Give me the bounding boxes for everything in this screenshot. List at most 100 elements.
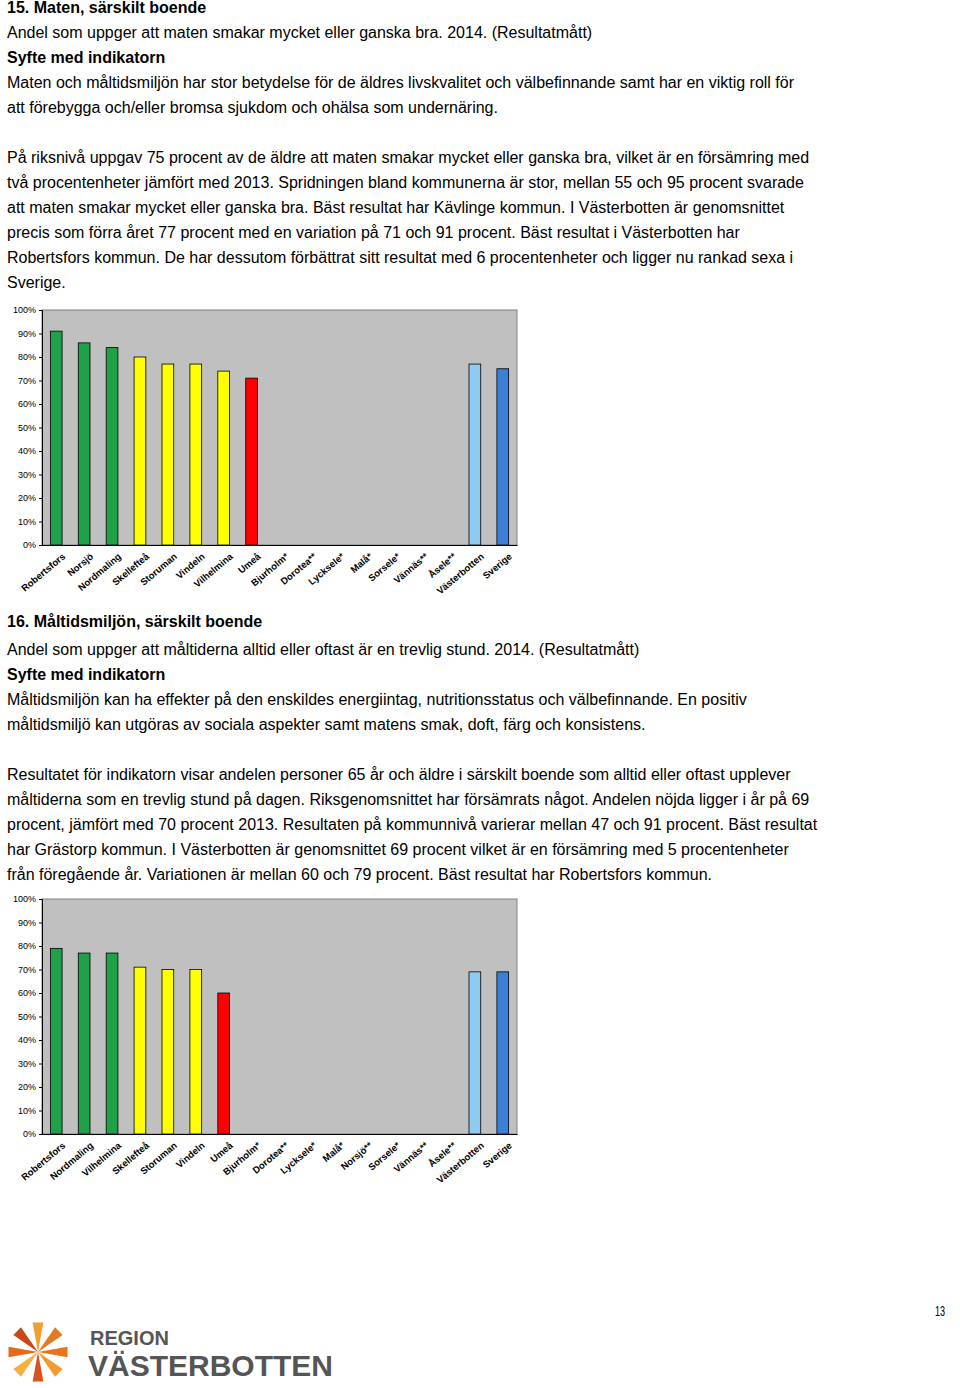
tick-label: 50% bbox=[18, 1012, 36, 1022]
bar bbox=[497, 972, 509, 1134]
x-tick: Vindeln bbox=[174, 1134, 207, 1170]
tick-label: Vännäs** bbox=[391, 550, 430, 585]
tick-label: 100% bbox=[13, 894, 36, 904]
tick-label: 10% bbox=[18, 517, 36, 527]
paragraph-line: två procentenheter jämfört med 2013. Spr… bbox=[7, 174, 804, 191]
x-tick: Sverige bbox=[480, 1134, 513, 1170]
y-tick: 30% bbox=[18, 1059, 42, 1069]
bar bbox=[162, 970, 174, 1135]
section-subtitle: Andel som uppger att maten smakar mycket… bbox=[7, 24, 592, 41]
section-heading: 15. Maten, särskilt boende bbox=[7, 0, 206, 16]
y-tick: 80% bbox=[18, 352, 42, 362]
bar bbox=[190, 970, 202, 1135]
y-tick: 50% bbox=[18, 423, 42, 433]
tick-label: 50% bbox=[18, 423, 36, 433]
tick-label: Vännäs** bbox=[391, 1139, 430, 1174]
bar bbox=[106, 953, 118, 1134]
plot-background bbox=[42, 310, 517, 545]
tick-label: Vilhelmina bbox=[191, 550, 235, 589]
logo-text: VÄSTERBOTTEN bbox=[88, 1349, 333, 1382]
tick-label: 90% bbox=[18, 918, 36, 928]
section-subtitle: Andel som uppger att måltiderna alltid e… bbox=[7, 641, 639, 658]
tick-label: 0% bbox=[23, 540, 36, 550]
x-tick: Storuman bbox=[138, 1134, 179, 1177]
x-tick: Storuman bbox=[138, 545, 179, 588]
y-tick: 20% bbox=[18, 493, 42, 503]
tick-mark bbox=[39, 357, 42, 358]
y-tick: 40% bbox=[18, 446, 42, 456]
tick-mark bbox=[39, 970, 42, 971]
bar bbox=[50, 331, 62, 545]
page: 15. Maten, särskilt boende Andel som uppg… bbox=[0, 0, 960, 1388]
tick-mark bbox=[39, 946, 42, 947]
tick-label: Sverige bbox=[480, 551, 513, 581]
tick-mark bbox=[39, 923, 42, 924]
axis-line bbox=[39, 900, 43, 1135]
bar bbox=[218, 993, 230, 1134]
tick-mark bbox=[39, 498, 42, 499]
tick-mark bbox=[39, 310, 42, 311]
x-tick: Robertsfors bbox=[19, 545, 67, 594]
tick-label: Västerbotten bbox=[434, 550, 486, 596]
tick-label: 90% bbox=[18, 329, 36, 339]
y-tick: 0% bbox=[23, 540, 42, 550]
bar bbox=[78, 953, 90, 1134]
bar bbox=[50, 948, 62, 1134]
logo-text: REGION bbox=[90, 1327, 169, 1349]
y-axis: 0%10%20%30%40%50%60%70%80%90%100% bbox=[13, 894, 43, 1139]
tick-mark bbox=[39, 451, 42, 452]
y-tick: 90% bbox=[18, 329, 42, 339]
logo-icon bbox=[8, 1322, 67, 1381]
tick-label: 0% bbox=[23, 1129, 36, 1139]
tick-mark bbox=[39, 1064, 42, 1065]
bar bbox=[190, 364, 202, 545]
tick-label: 70% bbox=[18, 376, 36, 386]
y-tick: 0% bbox=[23, 1129, 42, 1139]
paragraph-line: från föregående år. Variationen är mella… bbox=[7, 866, 712, 883]
bar bbox=[162, 364, 174, 545]
x-tick: Sverige bbox=[480, 545, 513, 581]
paragraph-line: måltiderna som en trevlig stund på dagen… bbox=[7, 791, 809, 808]
tick-label: Lycksele* bbox=[306, 550, 347, 587]
bar bbox=[246, 378, 258, 545]
y-tick: 50% bbox=[18, 1012, 42, 1022]
paragraph-line: Sverige. bbox=[7, 274, 66, 291]
x-tick: Lycksele* bbox=[306, 545, 347, 587]
paragraph-line: På riksnivå uppgav 75 procent av de äldr… bbox=[7, 149, 809, 166]
bar bbox=[469, 972, 481, 1134]
tick-label: 60% bbox=[18, 988, 36, 998]
y-tick: 100% bbox=[13, 894, 42, 904]
tick-label: Sverige bbox=[480, 1140, 513, 1170]
bar bbox=[497, 369, 509, 545]
paragraph-line: har Grästorp kommun. I Västerbotten är g… bbox=[7, 841, 789, 858]
purpose-heading: Syfte med indikatorn bbox=[7, 49, 165, 66]
tick-label: Vindeln bbox=[174, 1139, 207, 1169]
tick-label: 10% bbox=[18, 1106, 36, 1116]
chart: 0%10%20%30%40%50%60%70%80%90%100%Roberts… bbox=[13, 305, 518, 596]
bar bbox=[134, 967, 146, 1134]
x-tick: Västerbotten bbox=[434, 1134, 486, 1185]
tick-mark bbox=[39, 1017, 42, 1018]
x-tick: Vännäs** bbox=[391, 545, 430, 585]
paragraph-line: måltidsmiljö kan utgöras av sociala aspe… bbox=[7, 716, 646, 733]
tick-label: 80% bbox=[18, 352, 36, 362]
bar bbox=[469, 364, 481, 545]
tick-mark bbox=[39, 334, 42, 335]
y-tick: 70% bbox=[18, 965, 42, 975]
y-tick: 10% bbox=[18, 517, 42, 527]
section-heading: 16. Måltidsmiljön, särskilt boende bbox=[7, 613, 262, 630]
bar bbox=[218, 371, 230, 545]
tick-mark bbox=[39, 381, 42, 382]
y-tick: 70% bbox=[18, 376, 42, 386]
bars bbox=[50, 948, 508, 1134]
axis-line bbox=[43, 545, 518, 546]
tick-label: 40% bbox=[18, 1035, 36, 1045]
tick-mark bbox=[39, 1111, 42, 1112]
y-tick: 100% bbox=[13, 305, 42, 315]
x-tick: Lycksele* bbox=[278, 1134, 319, 1176]
y-axis: 0%10%20%30%40%50%60%70%80%90%100% bbox=[13, 305, 43, 550]
tick-label: 100% bbox=[13, 305, 36, 315]
tick-mark bbox=[39, 1134, 42, 1135]
tick-mark bbox=[39, 404, 42, 405]
tick-label: 70% bbox=[18, 965, 36, 975]
